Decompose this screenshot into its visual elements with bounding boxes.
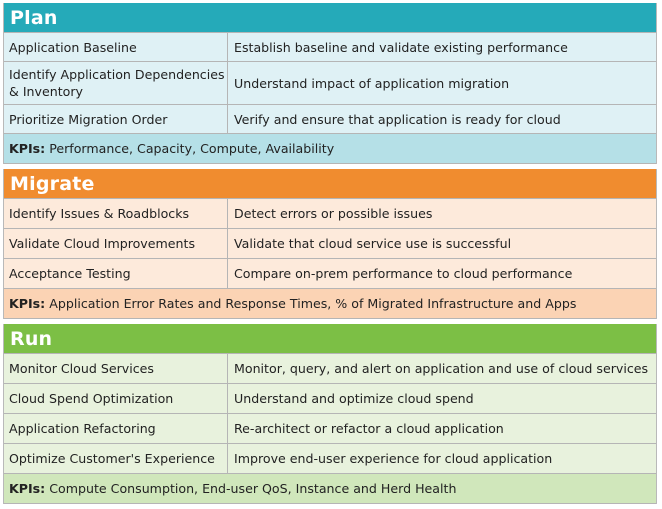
task-cell: Acceptance Testing: [4, 259, 228, 288]
description-cell: Improve end-user experience for cloud ap…: [234, 451, 553, 466]
kpi-label: KPIs:: [9, 141, 46, 156]
table-row: Monitor Cloud Services Monitor, query, an…: [4, 353, 656, 383]
migration-phases-table: Plan Application Baseline Establish baseli…: [3, 3, 657, 509]
kpi-label: KPIs:: [9, 481, 46, 496]
section-title: Plan: [4, 3, 656, 32]
task-cell: Application Refactoring: [4, 414, 228, 443]
task-cell: Identify Issues & Roadblocks: [4, 199, 228, 228]
description-cell: Re-architect or refactor a cloud applica…: [234, 421, 504, 436]
task-cell: Optimize Customer's Experience: [4, 444, 228, 473]
kpi-row: KPIs: Application Error Rates and Respon…: [4, 288, 656, 319]
kpi-row: KPIs: Performance, Capacity, Compute, Av…: [4, 133, 656, 164]
description-cell: Monitor, query, and alert on application…: [234, 361, 649, 376]
section-plan: Plan Application Baseline Establish baseli…: [3, 3, 657, 164]
description-cell: Establish baseline and validate existing…: [234, 39, 568, 55]
task-cell: Prioritize Migration Order: [4, 105, 228, 133]
task-cell: Identify Application Dependencies & Inve…: [4, 62, 228, 104]
table-row: Cloud Spend Optimization Understand and o…: [4, 383, 656, 413]
section-run: Run Monitor Cloud Services Monitor, query,…: [3, 324, 657, 504]
table-row: Validate Cloud Improvements Validate that…: [4, 228, 656, 258]
section-title: Run: [4, 324, 656, 353]
task-cell: Monitor Cloud Services: [4, 354, 228, 383]
task-cell: Validate Cloud Improvements: [4, 229, 228, 258]
task-cell: Application Baseline: [4, 33, 228, 61]
table-row: Acceptance Testing Compare on-prem perfor…: [4, 258, 656, 288]
description-cell: Verify and ensure that application is re…: [234, 111, 561, 127]
table-row: Identify Issues & Roadblocks Detect error…: [4, 198, 656, 228]
description-cell: Detect errors or possible issues: [234, 206, 433, 221]
description-cell: Validate that cloud service use is succe…: [234, 236, 512, 251]
description-cell: Compare on-prem performance to cloud per…: [234, 266, 573, 281]
kpi-text: Compute Consumption, End-user QoS, Insta…: [45, 481, 457, 496]
kpi-text: Application Error Rates and Response Tim…: [45, 296, 577, 311]
description-cell: Understand and optimize cloud spend: [234, 391, 474, 406]
table-row: Prioritize Migration Order Verify and ens…: [4, 104, 656, 133]
section-title: Migrate: [4, 169, 656, 198]
kpi-text: Performance, Capacity, Compute, Availabi…: [45, 141, 335, 156]
section-migrate: Migrate Identify Issues & Roadblocks Detec…: [3, 169, 657, 319]
task-cell: Cloud Spend Optimization: [4, 384, 228, 413]
table-row: Application Refactoring Re-architect or r…: [4, 413, 656, 443]
description-cell: Understand impact of application migrati…: [234, 75, 510, 91]
table-row: Optimize Customer's Experience Improve en…: [4, 443, 656, 473]
table-row: Application Baseline Establish baseline a…: [4, 32, 656, 61]
kpi-label: KPIs:: [9, 296, 46, 311]
kpi-row: KPIs: Compute Consumption, End-user QoS,…: [4, 473, 656, 504]
table-row: Identify Application Dependencies & Inve…: [4, 61, 656, 104]
